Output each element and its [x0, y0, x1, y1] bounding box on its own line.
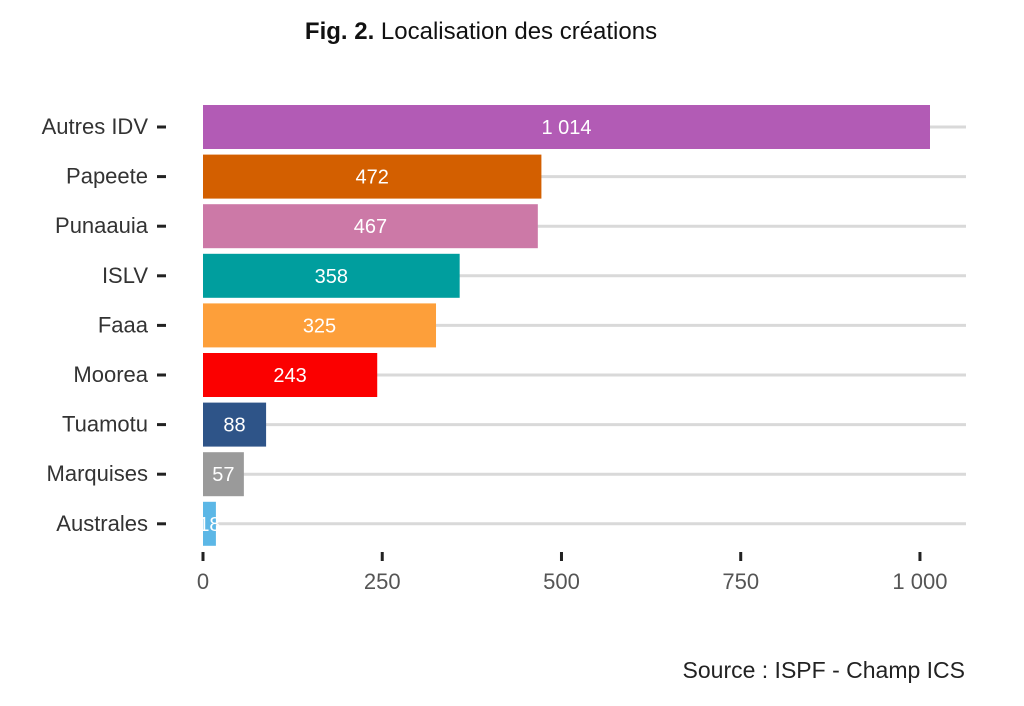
category-label: Faaa: [98, 312, 149, 337]
category-label: ISLV: [102, 263, 148, 288]
value-label: 57: [212, 464, 234, 486]
bar: [203, 452, 244, 497]
category-label: Papeete: [66, 164, 148, 189]
bar: [203, 402, 267, 447]
figure-title-text: Localisation des créations: [380, 18, 658, 45]
bar: [203, 105, 930, 149]
category-label: Tuamotu: [62, 412, 148, 437]
category-label: Moorea: [73, 362, 148, 387]
value-label: 358: [315, 266, 348, 288]
x-tick-label: 250: [364, 569, 401, 594]
value-label: 467: [354, 216, 387, 238]
x-tick-label: 500: [543, 569, 580, 594]
bar: [203, 154, 542, 199]
category-label: Punaauia: [55, 213, 149, 238]
category-label: Marquises: [47, 461, 148, 486]
value-label: 1 014: [541, 117, 591, 139]
value-label: 18: [198, 514, 220, 536]
bar: [203, 353, 378, 397]
x-tick-label: 750: [722, 569, 759, 594]
x-tick-label: 0: [197, 569, 209, 594]
bar: [203, 501, 216, 546]
x-tick-label: 1 000: [892, 569, 947, 594]
bar: [203, 253, 460, 298]
source-note: Source : ISPF - Champ ICS: [682, 657, 965, 683]
value-label: 88: [223, 415, 245, 437]
value-label: 325: [303, 315, 336, 337]
value-label: 243: [273, 365, 306, 387]
value-label: 472: [356, 167, 389, 189]
bar: [203, 204, 538, 249]
chart-title: Fig. 2. Localisation des créations: [0, 18, 962, 46]
category-label: Australes: [56, 511, 148, 536]
bar: [203, 303, 437, 348]
figure-number: Fig. 2.: [304, 18, 375, 45]
category-label: Autres IDV: [42, 114, 149, 139]
